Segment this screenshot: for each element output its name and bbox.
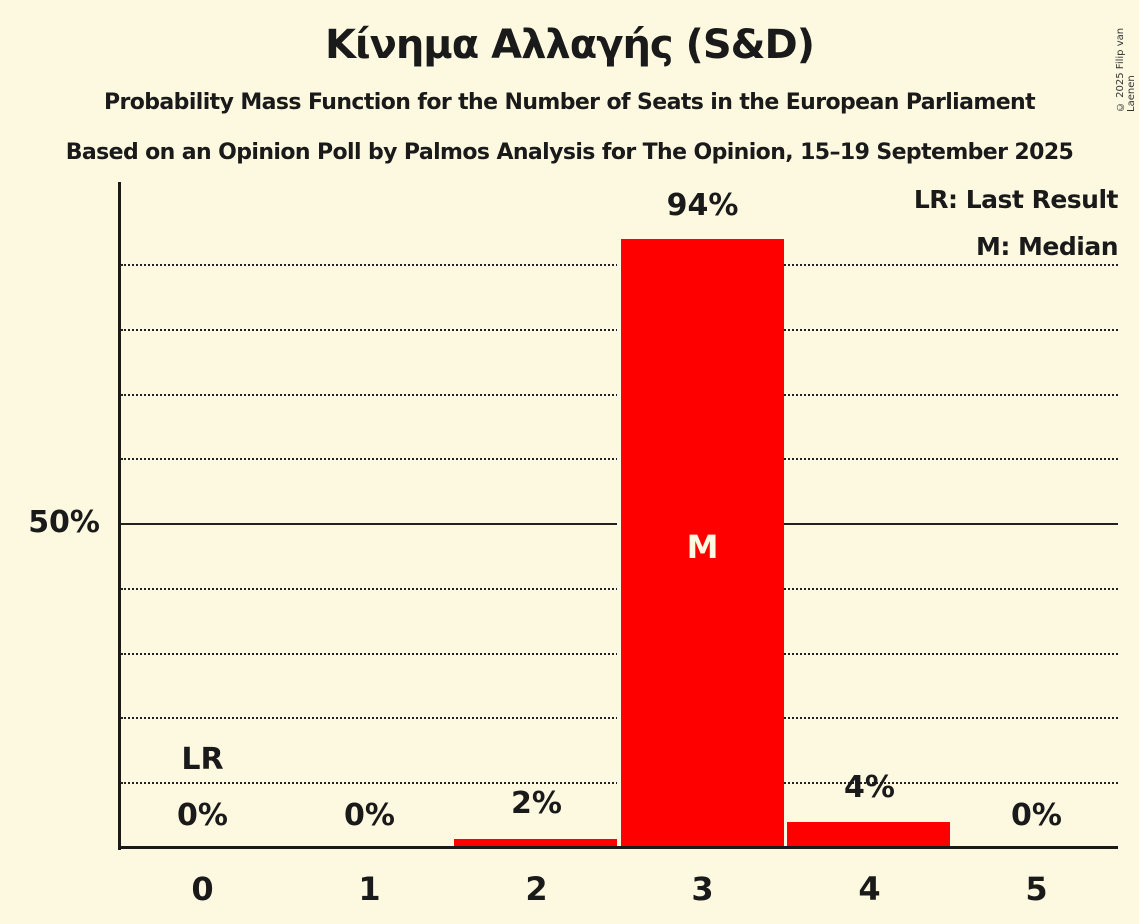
legend-median: M: Median bbox=[975, 232, 1119, 261]
x-tick-2: 2 bbox=[525, 870, 548, 908]
bar-2-seats bbox=[454, 839, 617, 848]
last-result-marker: LR bbox=[181, 742, 224, 777]
bar-gap bbox=[617, 239, 621, 848]
bar-label-1: 0% bbox=[344, 798, 395, 833]
y-tick-label-50: 50% bbox=[28, 505, 100, 540]
bar-3-seats bbox=[621, 239, 784, 848]
bar-4-seats bbox=[787, 822, 950, 848]
x-tick-1: 1 bbox=[358, 870, 381, 908]
bar-label-3: 94% bbox=[666, 188, 739, 223]
chart-title: Κίνημα Αλλαγής (S&D) bbox=[324, 22, 815, 68]
bar-label-0: 0% bbox=[177, 798, 228, 833]
chart-subtitle: Probability Mass Function for the Number… bbox=[104, 90, 1036, 115]
x-tick-5: 5 bbox=[1025, 870, 1048, 908]
x-tick-4: 4 bbox=[858, 870, 881, 908]
x-tick-0: 0 bbox=[191, 870, 214, 908]
bar-label-2: 2% bbox=[511, 786, 562, 821]
legend-last-result: LR: Last Result bbox=[913, 185, 1119, 214]
chart-source: Based on an Opinion Poll by Palmos Analy… bbox=[65, 140, 1074, 165]
y-axis bbox=[118, 182, 121, 850]
bar-label-5: 0% bbox=[1011, 798, 1062, 833]
bar-label-4: 4% bbox=[844, 770, 895, 805]
x-tick-3: 3 bbox=[691, 870, 714, 908]
median-marker: M bbox=[686, 528, 719, 566]
x-axis bbox=[118, 846, 1118, 849]
